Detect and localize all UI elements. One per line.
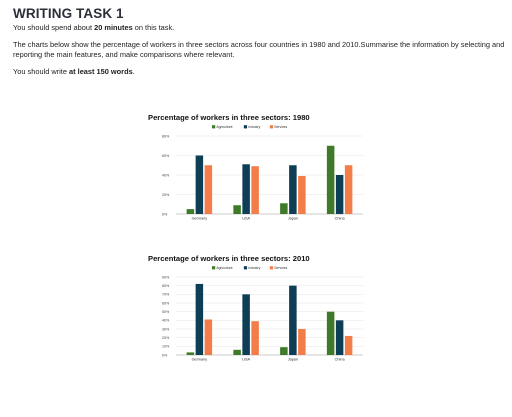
task-instructions: WRITING TASK 1 You should spend about 20…	[13, 6, 509, 77]
word-count-instruction: You should write at least 150 words.	[13, 67, 509, 78]
y-tick-label: 50%	[162, 310, 170, 314]
bar-industry-germany	[195, 283, 204, 355]
legend-swatch-services	[269, 125, 274, 129]
chart-svg: Percentage of workers in three sectors: …	[148, 254, 363, 362]
y-tick-label: 10%	[162, 345, 170, 349]
x-tick-label-germany: Germany	[192, 217, 208, 221]
bar-services-japan	[298, 329, 306, 355]
bar-services-germany	[204, 165, 213, 214]
bar-services-china	[344, 165, 353, 214]
bar-services-china	[344, 335, 353, 355]
bar-agriculture-germany	[186, 209, 195, 214]
word-count-post: .	[132, 66, 135, 76]
legend-label-agriculture: Agriculture	[216, 125, 232, 129]
bar-industry-china	[335, 175, 344, 214]
bar-industry-china	[335, 320, 344, 355]
y-tick-label: 0%	[162, 212, 168, 216]
prompt-line-2: reporting the main features, and make co…	[13, 50, 235, 59]
bar-industry-japan	[289, 285, 297, 355]
bar-services-usa	[251, 321, 259, 355]
y-tick-label: 70%	[162, 293, 170, 297]
x-tick-label-usa: USA	[242, 217, 250, 221]
y-tick-label: 40%	[162, 173, 170, 177]
x-tick-label-japan: Japan	[288, 217, 298, 221]
bar-services-germany	[204, 319, 213, 355]
bar-services-usa	[251, 166, 259, 214]
legend-label-agriculture: Agriculture	[216, 266, 232, 270]
bar-agriculture-japan	[280, 203, 288, 214]
word-count-pre: You should write	[13, 66, 70, 76]
y-tick-label: 20%	[162, 193, 170, 197]
page-title: WRITING TASK 1	[13, 6, 124, 21]
time-instruction: You should spend about 20 minutes on thi…	[13, 23, 509, 34]
legend-label-services: Services	[274, 125, 287, 129]
y-tick-label: 90%	[162, 275, 170, 279]
y-tick-label: 60%	[162, 154, 170, 158]
y-tick-label: 80%	[162, 284, 170, 288]
legend-swatch-industry	[243, 266, 248, 270]
time-instruction-bold: 20 minutes	[94, 23, 133, 32]
y-tick-label: 40%	[162, 319, 170, 323]
bar-industry-germany	[195, 155, 204, 214]
bar-chart-2010: Percentage of workers in three sectors: …	[148, 254, 373, 364]
bar-industry-usa	[242, 164, 250, 214]
bar-industry-japan	[289, 165, 297, 214]
x-tick-label-china: China	[335, 358, 346, 362]
y-tick-label: 30%	[162, 327, 170, 331]
chart-title: Percentage of workers in three sectors: …	[148, 254, 310, 263]
legend-label-industry: Industry	[248, 266, 260, 270]
legend-swatch-agriculture	[212, 125, 216, 129]
y-tick-label: 80%	[162, 134, 170, 138]
x-tick-label-usa: USA	[242, 358, 250, 362]
legend-label-industry: Industry	[248, 125, 260, 129]
bar-agriculture-usa	[233, 349, 241, 355]
x-tick-label-germany: Germany	[192, 358, 208, 362]
legend-swatch-industry	[243, 125, 248, 129]
time-instruction-pre: You should spend about	[13, 23, 95, 32]
bar-agriculture-china	[326, 145, 335, 214]
prompt-line-1: The charts below show the percentage of …	[13, 39, 505, 49]
bar-services-japan	[298, 175, 306, 214]
bar-agriculture-china	[326, 311, 335, 355]
x-tick-label-japan: Japan	[288, 358, 298, 362]
chart-title: Percentage of workers in three sectors: …	[148, 113, 310, 122]
y-tick-label: 60%	[162, 301, 170, 305]
legend-swatch-agriculture	[212, 266, 216, 270]
y-tick-label: 0%	[162, 353, 168, 357]
bar-agriculture-germany	[186, 352, 195, 355]
word-count-bold: at least 150 words	[69, 66, 133, 76]
y-tick-label: 20%	[162, 336, 170, 340]
bar-industry-usa	[242, 294, 250, 355]
time-instruction-post: on this task.	[132, 23, 175, 32]
x-tick-label-china: China	[335, 217, 346, 221]
legend-label-services: Services	[274, 266, 287, 270]
chart-svg: Percentage of workers in three sectors: …	[148, 113, 363, 221]
bar-chart-1980: Percentage of workers in three sectors: …	[148, 113, 373, 223]
legend-swatch-services	[269, 266, 274, 270]
bar-agriculture-japan	[280, 347, 288, 355]
bar-agriculture-usa	[233, 205, 241, 214]
